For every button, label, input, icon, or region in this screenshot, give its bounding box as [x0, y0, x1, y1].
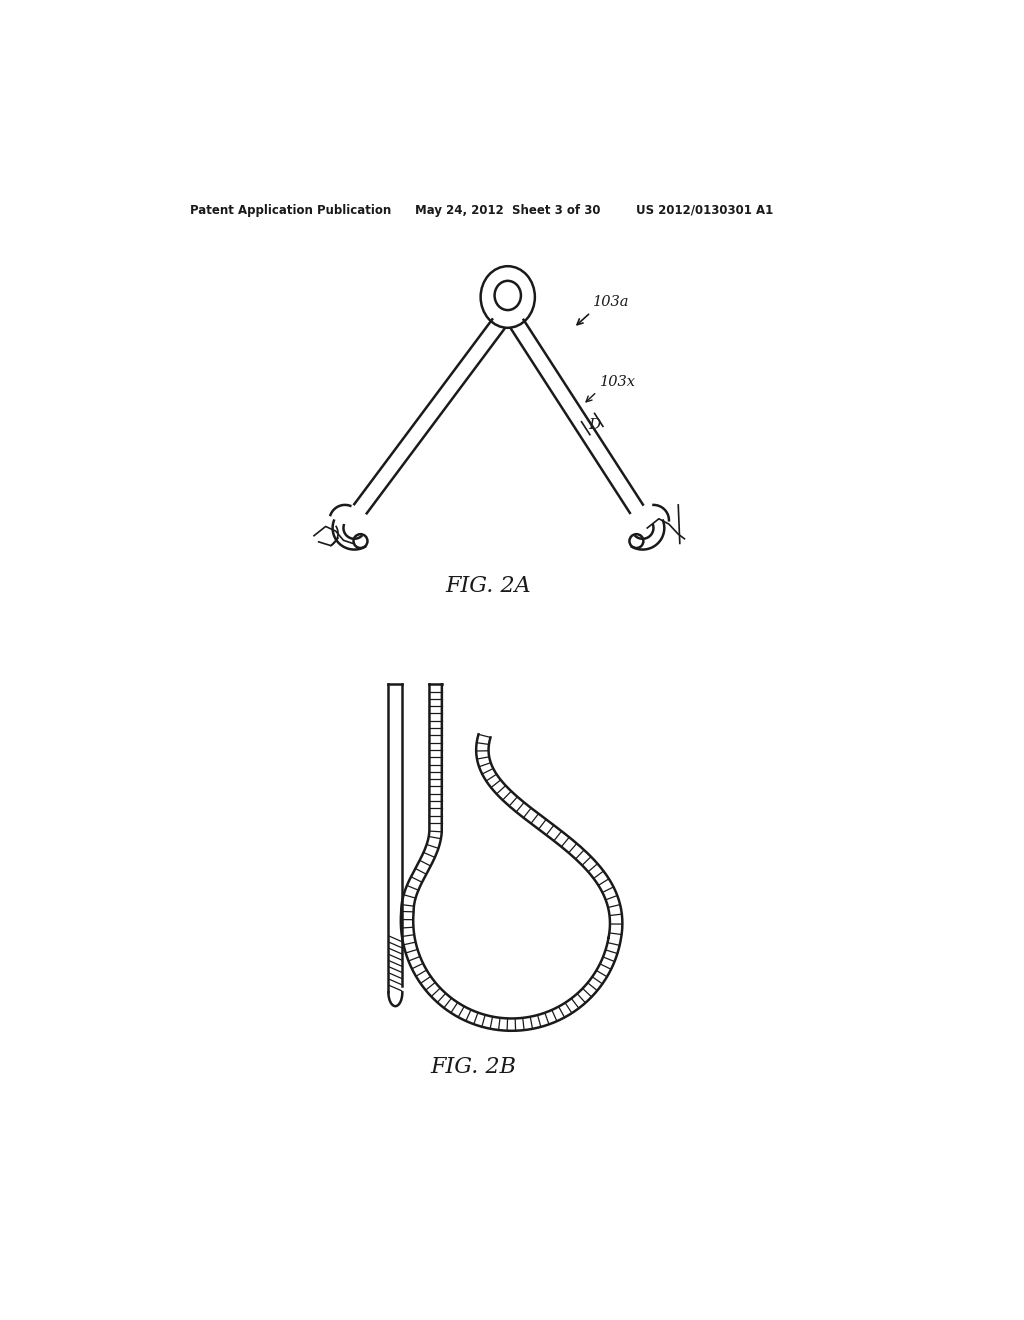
Text: D: D — [588, 418, 600, 432]
Text: Patent Application Publication: Patent Application Publication — [190, 203, 391, 216]
Text: May 24, 2012  Sheet 3 of 30: May 24, 2012 Sheet 3 of 30 — [415, 203, 600, 216]
Text: FIG. 2A: FIG. 2A — [445, 576, 531, 597]
Text: FIG. 2B: FIG. 2B — [430, 1056, 516, 1078]
Text: 103x: 103x — [600, 375, 636, 388]
Text: US 2012/0130301 A1: US 2012/0130301 A1 — [636, 203, 773, 216]
Text: 103a: 103a — [593, 296, 630, 309]
